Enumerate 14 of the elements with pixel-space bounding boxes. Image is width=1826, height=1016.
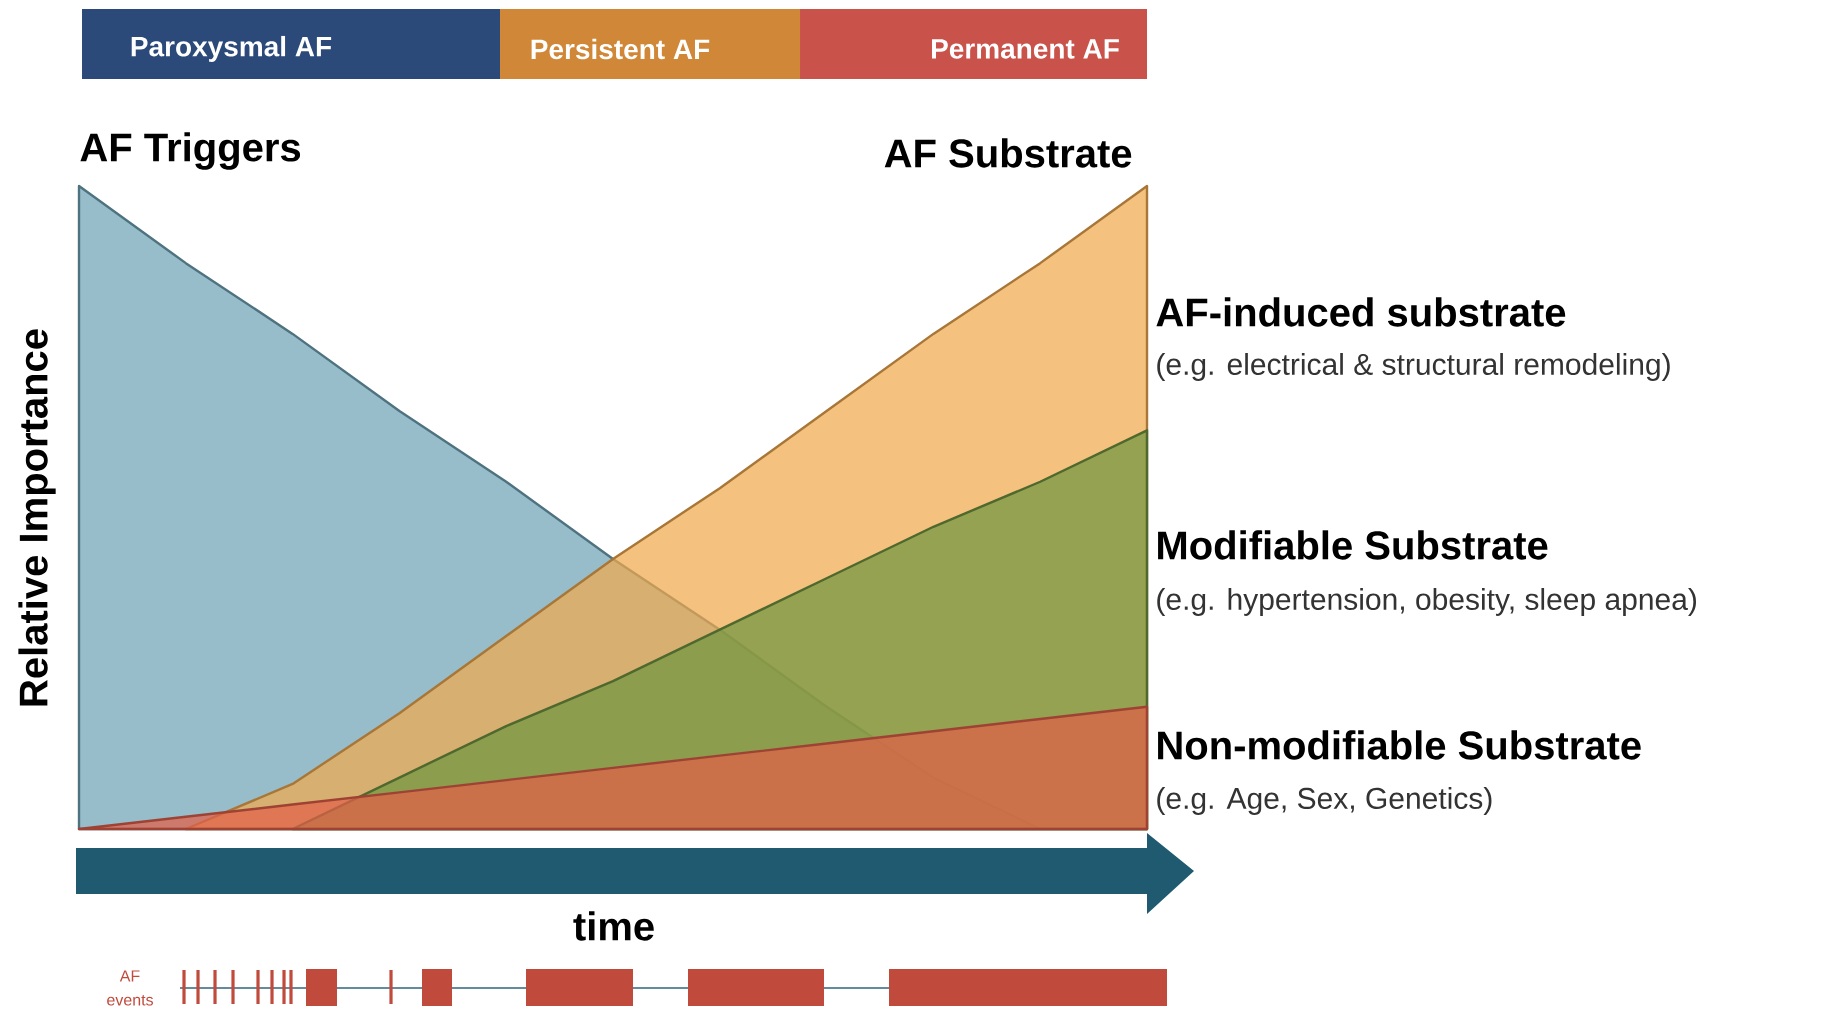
series-label: AF Triggers (80, 132, 301, 170)
text: Paroxysmal AF (131, 35, 332, 63)
series-label: Non-modifiable Substrate (1158, 730, 1641, 760)
annotation: (e.g. electrical & structural remodeling) (1157, 353, 1670, 381)
text: AF events (107, 970, 154, 1006)
y-axis-title: Relative Importance (18, 329, 56, 706)
text: Permanent AF (931, 39, 1119, 59)
annotation: (e.g. Age, Sex, Genetics) (1157, 787, 1492, 815)
x-axis-title: time (573, 911, 654, 941)
series-label: AF-induced substrate (1156, 297, 1566, 327)
text: AF Substrate (884, 138, 1132, 168)
series-label: Modifiable Substrate (1158, 530, 1548, 560)
text: Persistent AF (531, 38, 710, 60)
annotation: (e.g. hypertension, obesity, sleep apnea) (1157, 588, 1696, 616)
